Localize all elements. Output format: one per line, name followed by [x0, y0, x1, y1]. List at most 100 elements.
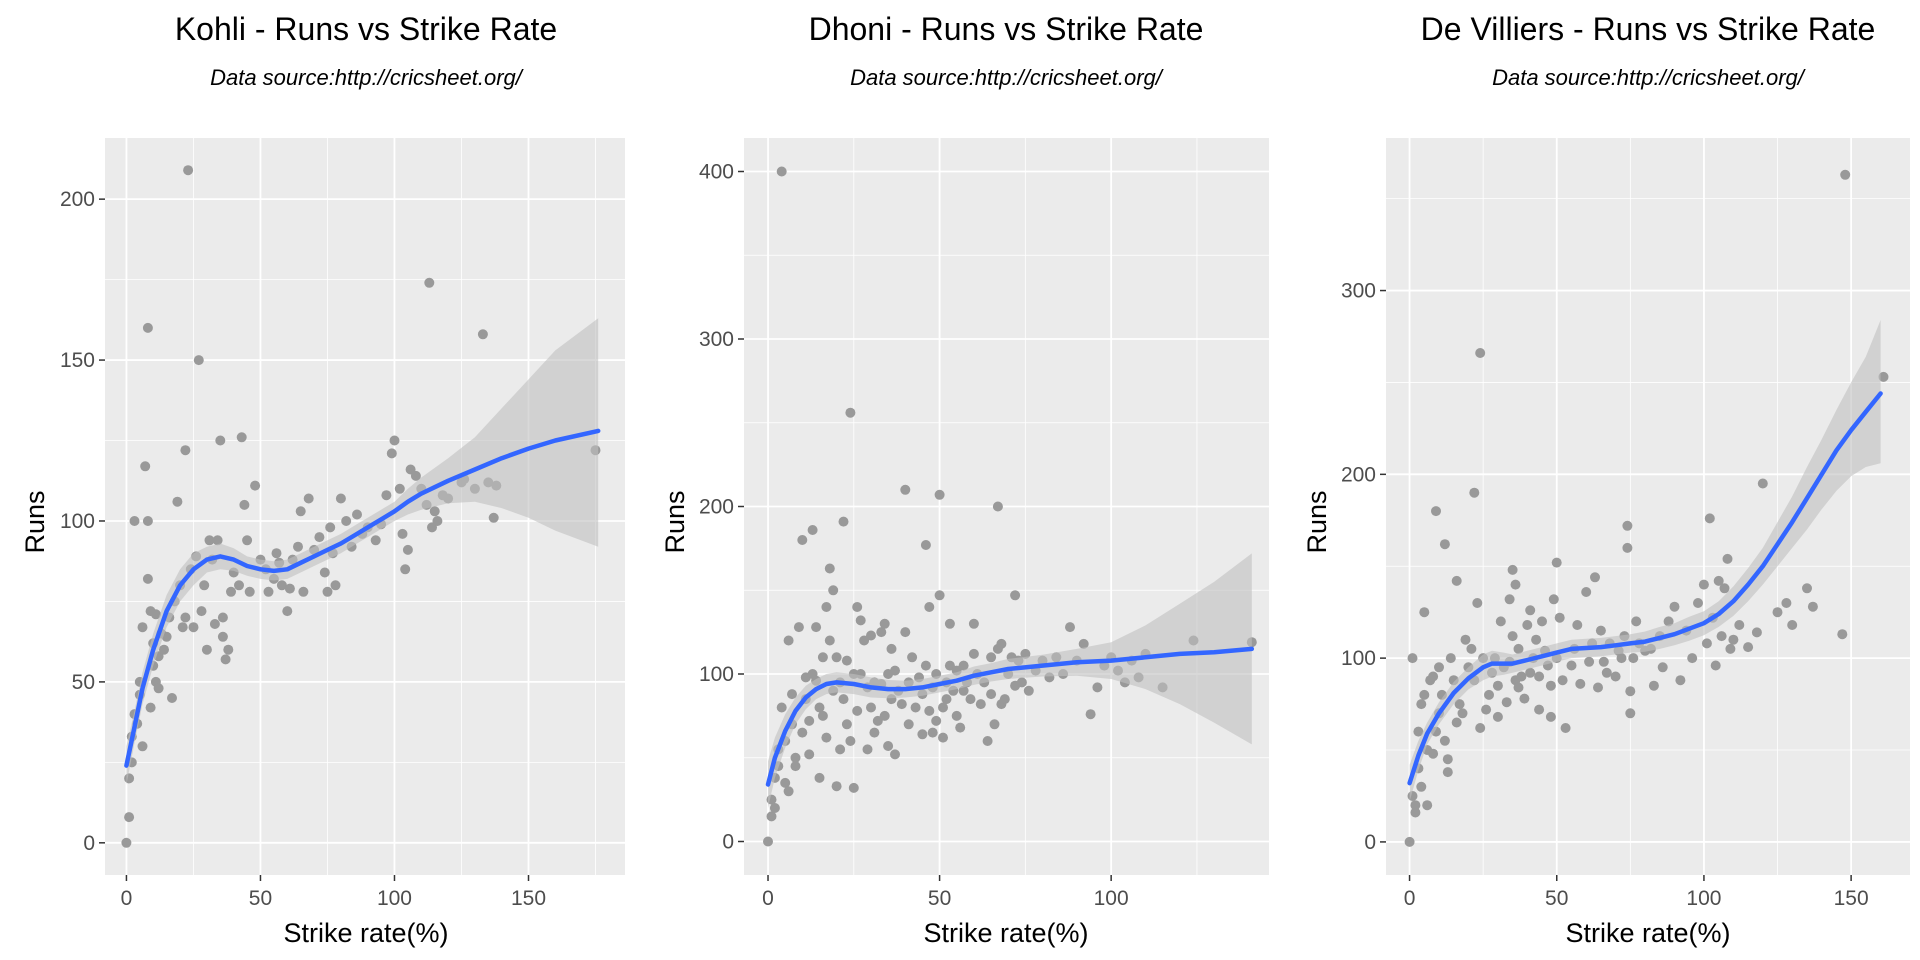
x-tick-label: 100	[1094, 887, 1129, 910]
data-point	[1601, 667, 1612, 678]
data-point	[845, 407, 856, 418]
data-point	[370, 535, 381, 546]
data-point	[958, 685, 969, 696]
data-point	[1404, 836, 1415, 847]
data-point	[1534, 671, 1545, 682]
data-point	[1439, 539, 1450, 550]
data-point	[876, 627, 887, 638]
y-tick-label: 200	[699, 496, 734, 519]
data-point	[920, 660, 931, 671]
y-tick-label: 300	[699, 328, 734, 351]
data-point	[924, 602, 935, 612]
data-point	[293, 541, 303, 552]
y-axis-title: Runs	[20, 490, 50, 553]
smooth-line	[765, 646, 1255, 787]
data-point	[992, 501, 1003, 512]
data-point	[783, 635, 794, 646]
data-point	[322, 586, 333, 597]
data-point	[1410, 800, 1421, 811]
data-point	[793, 622, 804, 633]
data-point	[1519, 693, 1530, 704]
data-point	[223, 644, 234, 655]
data-point	[879, 618, 890, 629]
data-point	[965, 694, 976, 705]
data-point	[1598, 656, 1609, 667]
data-point	[1807, 601, 1818, 612]
data-point	[1772, 607, 1783, 618]
data-point	[855, 615, 866, 626]
data-point	[1802, 583, 1812, 594]
data-point	[1078, 638, 1089, 649]
data-point	[140, 461, 151, 472]
data-point	[852, 602, 863, 612]
x-tick-label: 0	[1404, 887, 1416, 910]
data-point	[217, 631, 228, 642]
data-point	[896, 699, 907, 710]
data-point	[1648, 680, 1659, 691]
data-point	[1442, 754, 1453, 765]
data-point	[900, 627, 911, 638]
data-point	[325, 522, 336, 533]
data-point	[150, 609, 161, 620]
data-point	[314, 532, 325, 543]
data-point	[1566, 660, 1577, 671]
data-point	[124, 773, 135, 784]
data-point	[137, 622, 148, 633]
data-point	[831, 781, 842, 792]
data-point	[1492, 680, 1503, 691]
y-axis-title: Runs	[1302, 490, 1332, 553]
data-point	[859, 635, 870, 646]
data-point	[804, 749, 815, 760]
y-axis-title: Runs	[660, 490, 690, 553]
y-tick-label: 150	[60, 349, 95, 372]
data-point	[394, 483, 405, 494]
data-point	[319, 567, 330, 578]
data-point	[400, 564, 411, 575]
data-point	[852, 705, 863, 716]
data-point	[1023, 685, 1034, 696]
data-point	[835, 744, 846, 755]
data-point	[1625, 686, 1636, 697]
data-point	[783, 786, 794, 797]
data-point	[1560, 723, 1571, 733]
x-tick-label: 100	[377, 887, 412, 910]
data-point	[1584, 656, 1595, 667]
data-point	[787, 689, 797, 700]
data-point	[1616, 653, 1627, 664]
data-point	[848, 782, 859, 793]
data-point	[1687, 653, 1698, 664]
data-point	[1710, 660, 1721, 671]
data-point	[1460, 634, 1471, 645]
data-point	[1451, 717, 1462, 728]
data-point	[1513, 643, 1524, 654]
data-point	[1581, 587, 1592, 597]
data-point	[1590, 572, 1600, 583]
data-point	[352, 509, 362, 520]
data-point	[831, 652, 842, 663]
data-point	[931, 715, 942, 726]
y-tick-label: 200	[1341, 463, 1376, 486]
data-point	[1878, 371, 1889, 382]
data-point	[780, 777, 791, 788]
data-point	[282, 606, 293, 617]
smooth-line	[1407, 391, 1883, 786]
data-point	[1622, 520, 1633, 531]
data-point	[1428, 748, 1439, 759]
data-point	[244, 586, 255, 597]
data-point	[1595, 625, 1606, 636]
data-point	[1787, 620, 1798, 630]
data-point	[215, 435, 226, 446]
data-point	[955, 722, 966, 733]
data-point	[159, 644, 169, 655]
x-tick-label: 0	[121, 887, 133, 910]
data-point	[841, 719, 852, 730]
data-point	[807, 525, 818, 535]
data-point	[188, 622, 199, 633]
x-axis-title: Strike rate(%)	[283, 918, 448, 948]
x-tick-label: 50	[1545, 887, 1568, 910]
data-point	[1722, 553, 1733, 564]
data-point	[845, 736, 856, 746]
data-point	[1525, 667, 1536, 678]
data-point	[124, 812, 135, 823]
data-point	[234, 580, 244, 591]
